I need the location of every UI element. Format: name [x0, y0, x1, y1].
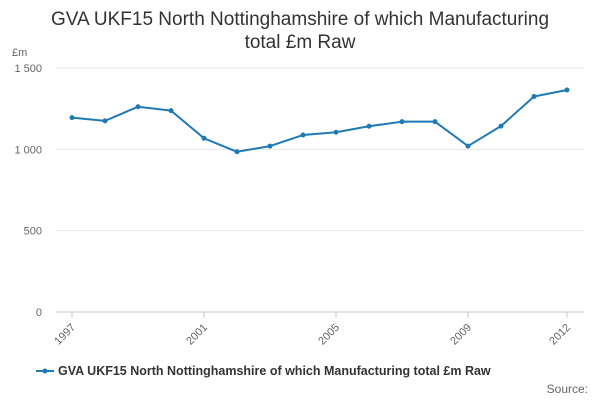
data-point[interactable] [234, 149, 240, 155]
data-point[interactable] [531, 93, 537, 99]
grid-lines [56, 67, 584, 313]
data-point[interactable] [399, 119, 405, 125]
data-point[interactable] [69, 115, 75, 121]
data-point[interactable] [267, 143, 273, 149]
data-point[interactable] [564, 87, 570, 93]
series-line [71, 88, 568, 153]
x-tick-label: 2005 [316, 322, 342, 348]
series-group [69, 87, 570, 155]
legend[interactable]: GVA UKF15 North Nottinghamshire of which… [36, 364, 491, 378]
data-point[interactable] [366, 123, 372, 129]
x-axis-ticks: 1997 2001 2005 2009 2012 [52, 312, 573, 347]
x-tick-label: 2009 [448, 322, 474, 348]
data-point[interactable] [465, 143, 471, 149]
y-tick-label: 0 [36, 307, 42, 319]
chart-title: GVA UKF15 North Nottinghamshire of which… [0, 8, 600, 54]
data-point[interactable] [168, 108, 174, 114]
chart-title-line-1: GVA UKF15 North Nottinghamshire of which… [50, 9, 550, 30]
data-point[interactable] [333, 129, 339, 135]
data-point[interactable] [201, 135, 207, 141]
data-point[interactable] [432, 119, 438, 125]
y-axis-ticks: 0 500 1 000 1 500 [14, 63, 42, 319]
legend-label: GVA UKF15 North Nottinghamshire of which… [58, 364, 491, 378]
x-tick-label: 2012 [547, 322, 573, 348]
data-point[interactable] [300, 132, 306, 138]
legend-line-marker-icon [36, 368, 54, 374]
y-axis-unit-label: £m [12, 47, 27, 59]
y-tick-label: 1 500 [14, 63, 42, 75]
x-tick-label: 2001 [184, 322, 210, 348]
chart-title-line-2: total £m Raw [244, 32, 356, 53]
data-point[interactable] [498, 123, 504, 129]
y-tick-label: 1 000 [14, 144, 42, 156]
y-tick-label: 500 [24, 226, 42, 238]
data-point[interactable] [102, 118, 108, 124]
data-point[interactable] [135, 104, 141, 110]
source-label: Source: [546, 382, 588, 396]
x-tick-label: 1997 [52, 322, 78, 348]
